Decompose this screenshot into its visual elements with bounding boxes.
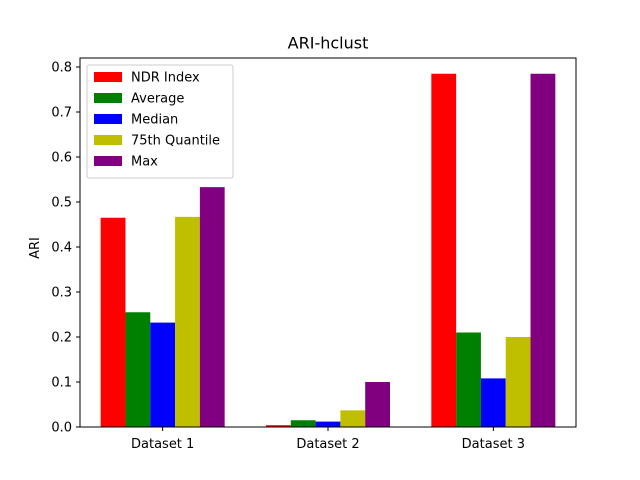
y-tick-label: 0.1 bbox=[51, 376, 72, 391]
y-tick-label: 0.6 bbox=[51, 151, 72, 166]
legend-swatch bbox=[94, 93, 122, 103]
bar-75th-quantile-2 bbox=[340, 410, 366, 427]
y-ticks-group: 0.0 0.1 0.2 0.3 0.4 0.5 0.6 0.7 0.8 bbox=[51, 61, 80, 436]
x-tick-label: Dataset 3 bbox=[462, 437, 525, 452]
bar-median-3 bbox=[480, 378, 506, 427]
legend-swatch bbox=[94, 135, 122, 145]
bars-group bbox=[100, 73, 556, 427]
bar-ndr-index-1 bbox=[100, 217, 126, 427]
bar-75th-quantile-1 bbox=[175, 216, 200, 427]
y-axis-label: ARI bbox=[28, 237, 43, 259]
bar-max-1 bbox=[199, 187, 225, 427]
bar-ndr-index-3 bbox=[431, 73, 457, 427]
legend: NDR Index Average Median 75th Quantile Max bbox=[86, 64, 234, 179]
legend-label: Max bbox=[131, 155, 158, 170]
legend-label: 75th Quantile bbox=[131, 134, 220, 149]
bar-median-1 bbox=[150, 322, 176, 427]
bar-ndr-index-2 bbox=[266, 425, 291, 427]
x-tick-label: Dataset 1 bbox=[131, 437, 194, 452]
bar-average-2 bbox=[290, 420, 316, 427]
bar-average-1 bbox=[125, 312, 151, 427]
y-tick-label: 0.5 bbox=[51, 196, 72, 211]
y-tick-label: 0.2 bbox=[51, 331, 72, 346]
plot-frame bbox=[79, 57, 577, 428]
bar-max-2 bbox=[365, 382, 390, 427]
bar-max-3 bbox=[530, 73, 556, 427]
legend-box bbox=[86, 64, 234, 179]
legend-label: Median bbox=[131, 113, 178, 128]
legend-swatch bbox=[94, 156, 122, 166]
bar-average-3 bbox=[456, 332, 481, 427]
legend-label: Average bbox=[131, 92, 184, 107]
y-tick-label: 0.0 bbox=[51, 421, 72, 436]
legend-swatch bbox=[94, 114, 122, 124]
legend-swatch bbox=[94, 72, 122, 82]
y-tick-label: 0.4 bbox=[51, 241, 72, 256]
x-tick-label: Dataset 2 bbox=[296, 437, 359, 452]
y-tick-label: 0.8 bbox=[51, 61, 72, 76]
x-ticks-group: Dataset 1 Dataset 2 Dataset 3 bbox=[131, 427, 525, 452]
bar-median-2 bbox=[315, 421, 341, 427]
y-tick-label: 0.7 bbox=[51, 106, 72, 121]
y-tick-label: 0.3 bbox=[51, 286, 72, 301]
legend-label: NDR Index bbox=[131, 71, 200, 86]
bar-75th-quantile-3 bbox=[505, 337, 531, 427]
chart-title: ARI-hclust bbox=[288, 34, 369, 53]
